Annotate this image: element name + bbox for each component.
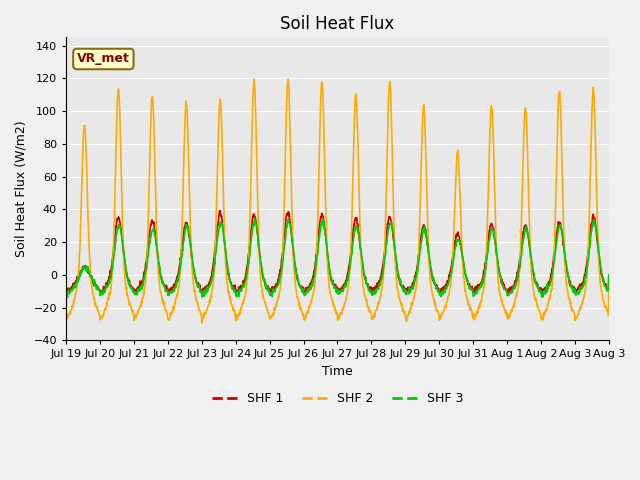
SHF 3 (63, 295, 71, 300)
SHF 2 (284, 76, 292, 82)
X-axis label: Time: Time (322, 365, 353, 378)
SHF 1 (216, 208, 224, 214)
Legend: SHF 1, SHF 2, SHF 3: SHF 1, SHF 2, SHF 3 (207, 387, 468, 410)
SHF 1 (62, 288, 70, 293)
SHF 1 (313, 244, 321, 250)
Title: Soil Heat Flux: Soil Heat Flux (280, 15, 395, 33)
SHF 3 (285, 216, 292, 222)
SHF 3 (62, 294, 70, 300)
Line: SHF 2: SHF 2 (66, 79, 609, 323)
SHF 2 (605, 272, 612, 278)
SHF 1 (538, 291, 546, 297)
SHF 1 (598, 275, 606, 280)
Line: SHF 1: SHF 1 (66, 211, 609, 294)
SHF 3 (147, 231, 155, 237)
SHF 1 (324, 250, 332, 255)
SHF 3 (605, 272, 612, 278)
SHF 3 (314, 252, 321, 258)
SHF 2 (598, 292, 606, 298)
SHF 3 (466, 287, 474, 292)
Line: SHF 3: SHF 3 (66, 219, 609, 298)
SHF 3 (324, 252, 332, 258)
SHF 2 (198, 320, 205, 326)
SHF 3 (545, 283, 553, 288)
SHF 1 (147, 222, 155, 228)
SHF 1 (545, 279, 553, 285)
SHF 2 (545, 297, 553, 302)
SHF 2 (324, 264, 332, 270)
SHF 3 (598, 275, 606, 280)
SHF 1 (466, 281, 474, 287)
SHF 1 (605, 272, 612, 278)
SHF 2 (147, 117, 155, 122)
SHF 2 (314, 228, 321, 233)
SHF 2 (62, 318, 70, 324)
SHF 2 (466, 303, 474, 309)
Text: VR_met: VR_met (77, 52, 130, 65)
Y-axis label: Soil Heat Flux (W/m2): Soil Heat Flux (W/m2) (15, 120, 28, 257)
